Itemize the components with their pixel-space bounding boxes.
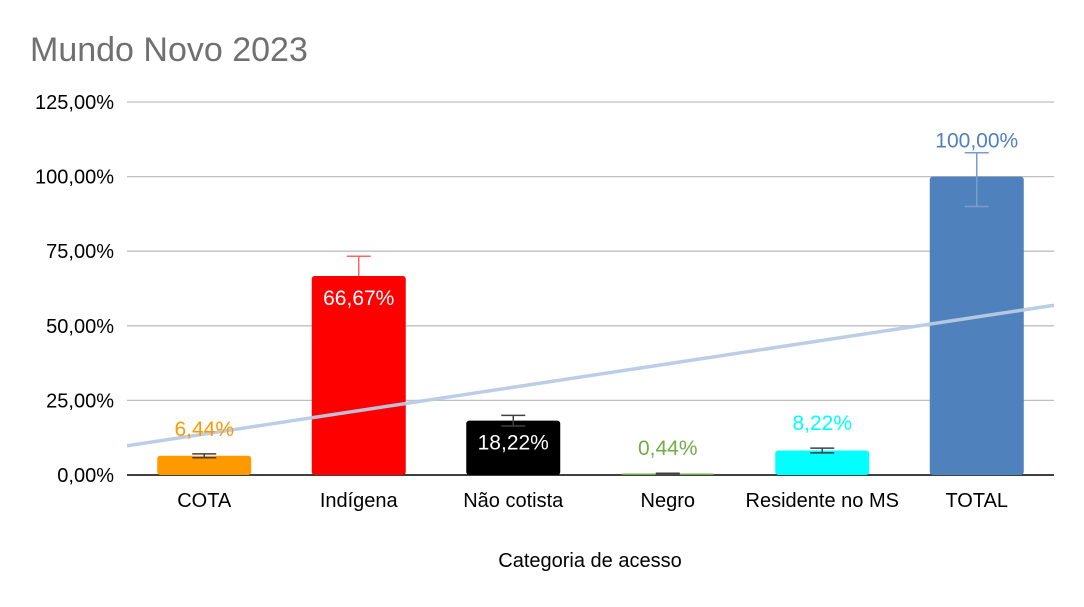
y-tick-label: 50,00% — [46, 316, 114, 338]
y-tick-label: 125,00% — [35, 92, 114, 114]
data-label-0: 6,44% — [174, 418, 234, 441]
x-tick-label: Negro — [641, 490, 695, 512]
y-tick-label: 75,00% — [46, 241, 114, 263]
bar-0 — [157, 455, 252, 475]
bar-5 — [929, 176, 1024, 475]
x-axis-label: Categoria de acesso — [498, 550, 681, 572]
data-label-3: 0,44% — [638, 437, 698, 460]
bars — [157, 176, 1024, 475]
chart-title: Mundo Novo 2023 — [30, 31, 308, 69]
trendline-line — [126, 303, 1055, 448]
x-axis-ticks: COTA Indígena Não cotista Negro Residente no… — [177, 490, 1008, 512]
data-label-4: 8,22% — [792, 412, 852, 435]
data-labels: 6,44% 66,67% 18,22% 0,44% 8,22% 100,00% — [174, 130, 1018, 461]
x-tick-label: Não cotista — [463, 490, 564, 512]
bar-1 — [311, 276, 406, 475]
x-tick-label: Indígena — [320, 490, 399, 512]
data-label-1: 66,67% — [323, 287, 394, 310]
y-tick-label: 0,00% — [57, 465, 114, 487]
gridlines — [127, 101, 1054, 476]
x-tick-label: TOTAL — [945, 490, 1008, 512]
x-tick-label: Residente no MS — [746, 490, 899, 512]
bar-2 — [466, 420, 561, 475]
y-tick-label: 100,00% — [35, 167, 114, 189]
error-bars — [192, 151, 989, 475]
data-label-5: 100,00% — [935, 130, 1018, 153]
x-tick-label: COTA — [177, 490, 232, 512]
y-axis-ticks: 0,00% 25,00% 50,00% 75,00% 100,00% 125,00% — [35, 92, 114, 487]
bar-4 — [775, 450, 870, 475]
y-tick-label: 25,00% — [46, 390, 114, 412]
trendline — [126, 303, 1055, 448]
data-label-2: 18,22% — [478, 432, 549, 455]
